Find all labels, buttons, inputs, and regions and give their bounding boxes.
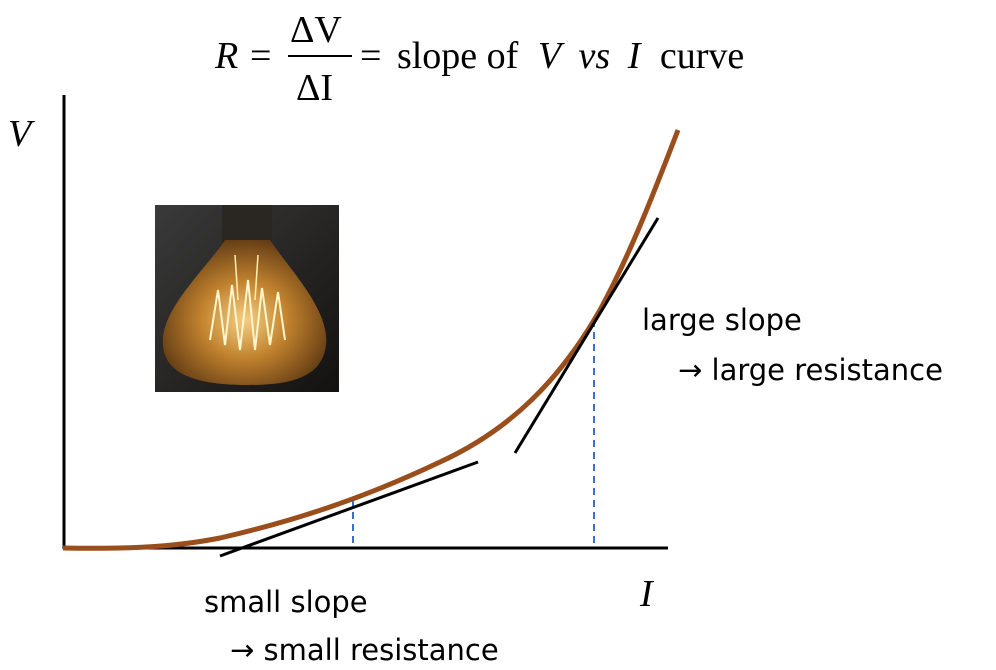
formula-denominator: ΔI [296, 67, 333, 109]
annotation: small slope [204, 585, 368, 619]
diagram: R = ΔV ΔI = slope of V vs I curve V I sm… [0, 0, 996, 670]
formula-rhs: = slope of V vs I curve [360, 35, 744, 77]
bulb-photo [155, 205, 339, 392]
formula: R = ΔV ΔI = slope of V vs I curve [214, 9, 744, 109]
y-axis-label: V [8, 113, 35, 155]
annotation: → small resistance [230, 633, 499, 667]
annotation: large slope [642, 303, 802, 337]
formula-equals: = [250, 35, 271, 77]
formula-numerator: ΔV [290, 9, 342, 51]
formula-var: V [538, 35, 565, 77]
formula-vs: vs [579, 35, 611, 77]
formula-var: I [627, 35, 643, 77]
tangent-line [220, 462, 478, 556]
x-axis-label: I [639, 573, 655, 615]
formula-lhs: R [214, 35, 238, 77]
annotation: → large resistance [678, 353, 943, 387]
formula-equals: = [360, 35, 381, 77]
formula-text: slope of [397, 35, 519, 77]
tangent-line [515, 218, 658, 453]
formula-text: curve [660, 35, 744, 77]
